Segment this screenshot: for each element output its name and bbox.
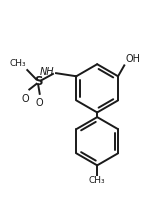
Text: S: S xyxy=(34,75,42,88)
Text: CH₃: CH₃ xyxy=(89,176,106,185)
Text: O: O xyxy=(36,98,43,108)
Text: OH: OH xyxy=(126,54,141,64)
Text: NH: NH xyxy=(40,67,54,77)
Text: CH₃: CH₃ xyxy=(9,59,26,68)
Text: O: O xyxy=(22,94,29,104)
